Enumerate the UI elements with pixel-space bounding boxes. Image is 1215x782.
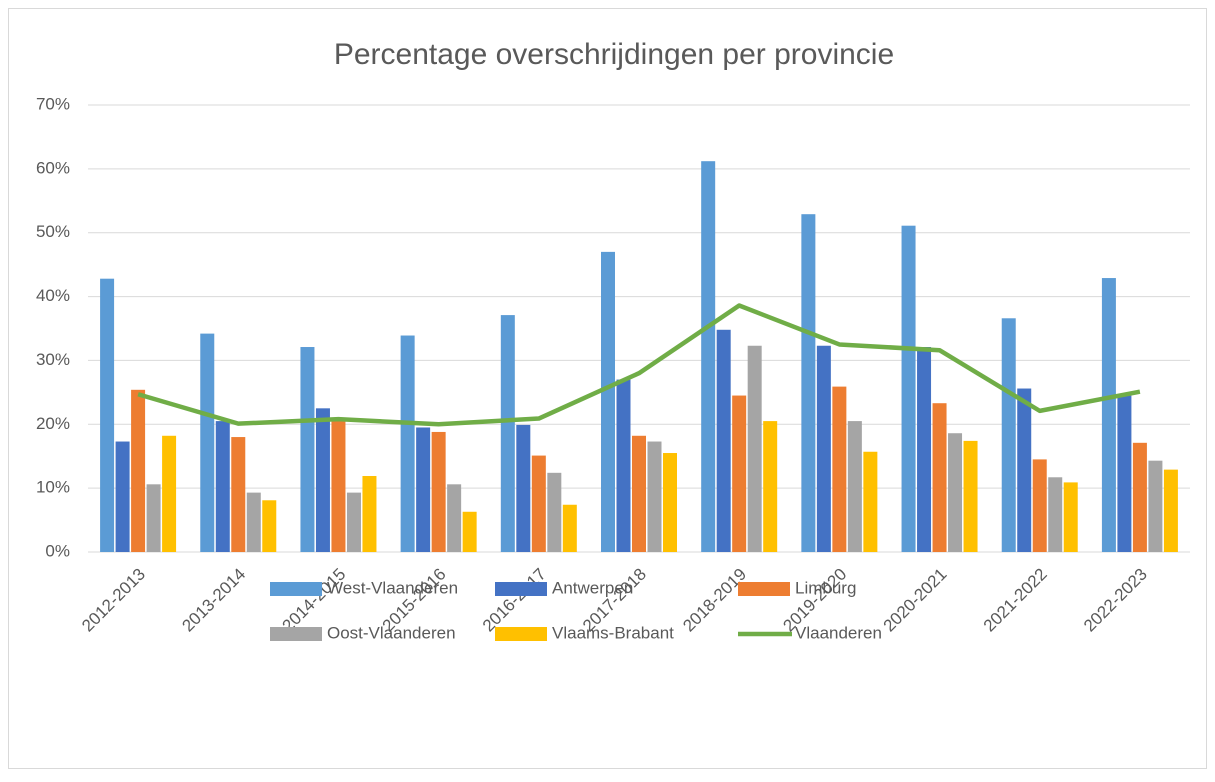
- y-tick-label: 10%: [36, 478, 70, 497]
- bar: [331, 421, 346, 552]
- bar: [215, 421, 230, 552]
- bar: [716, 329, 731, 552]
- bar: [747, 345, 762, 552]
- bar: [701, 161, 716, 553]
- bar: [115, 441, 130, 552]
- y-tick-label: 0%: [45, 541, 70, 560]
- bar: [901, 225, 916, 552]
- y-tick-label: 50%: [36, 222, 70, 241]
- legend-swatch: [495, 627, 547, 641]
- bar: [1032, 459, 1047, 552]
- bar: [1048, 477, 1063, 552]
- bar: [763, 421, 778, 552]
- legend-swatch: [270, 582, 322, 596]
- bar: [416, 427, 431, 552]
- legend-swatch: [738, 582, 790, 596]
- bar: [732, 395, 747, 552]
- bar: [516, 424, 531, 552]
- y-tick-label: 40%: [36, 286, 70, 305]
- bar: [616, 379, 631, 552]
- bar: [632, 435, 646, 552]
- bar: [832, 386, 847, 552]
- y-tick-label: 60%: [36, 158, 70, 177]
- bar: [801, 214, 816, 552]
- bar: [346, 492, 361, 552]
- bar: [462, 511, 477, 552]
- legend-swatch: [270, 627, 322, 641]
- bar: [1063, 482, 1078, 552]
- bar: [647, 441, 662, 552]
- bar: [315, 408, 330, 552]
- bar: [447, 484, 462, 552]
- bar: [1148, 460, 1163, 552]
- bar: [1132, 442, 1147, 552]
- chart-title: Percentage overschrijdingen per provinci…: [334, 38, 894, 71]
- bar: [948, 433, 963, 552]
- bar: [400, 335, 415, 552]
- bar: [1017, 388, 1032, 552]
- line: [137, 303, 1141, 427]
- legend-label: Antwerpen: [552, 578, 633, 597]
- bar: [431, 431, 446, 552]
- legend-label: Limburg: [795, 578, 856, 597]
- legend-label: Oost-Vlaanderen: [327, 623, 456, 642]
- bar: [932, 403, 947, 552]
- bar: [863, 451, 878, 552]
- y-tick-label: 20%: [36, 414, 70, 433]
- bar: [300, 347, 315, 552]
- bar: [663, 453, 677, 552]
- bar: [231, 437, 246, 552]
- bar: [362, 476, 377, 552]
- bar: [847, 421, 862, 552]
- bar: [601, 251, 615, 552]
- bar: [131, 389, 146, 552]
- bar: [100, 278, 115, 552]
- bar: [1001, 318, 1016, 552]
- legend-label: Vlaanderen: [795, 623, 882, 642]
- bar: [562, 504, 577, 552]
- bar: [162, 435, 177, 552]
- bar: [262, 500, 277, 552]
- legend-swatch: [495, 582, 547, 596]
- bar: [1163, 469, 1178, 552]
- bar: [816, 345, 831, 552]
- bar: [1117, 395, 1132, 552]
- bar: [547, 472, 562, 552]
- bar: [146, 484, 161, 552]
- y-tick-label: 70%: [36, 94, 70, 113]
- bar: [531, 455, 546, 552]
- bar: [1101, 278, 1116, 552]
- legend-label: West-Vlaanderen: [327, 578, 458, 597]
- y-tick-label: 30%: [36, 350, 70, 369]
- bar: [246, 492, 261, 552]
- bar: [200, 333, 215, 552]
- bar: [917, 347, 932, 552]
- bar: [500, 315, 515, 552]
- legend-label: Vlaams-Brabant: [552, 623, 674, 642]
- bar: [963, 440, 978, 552]
